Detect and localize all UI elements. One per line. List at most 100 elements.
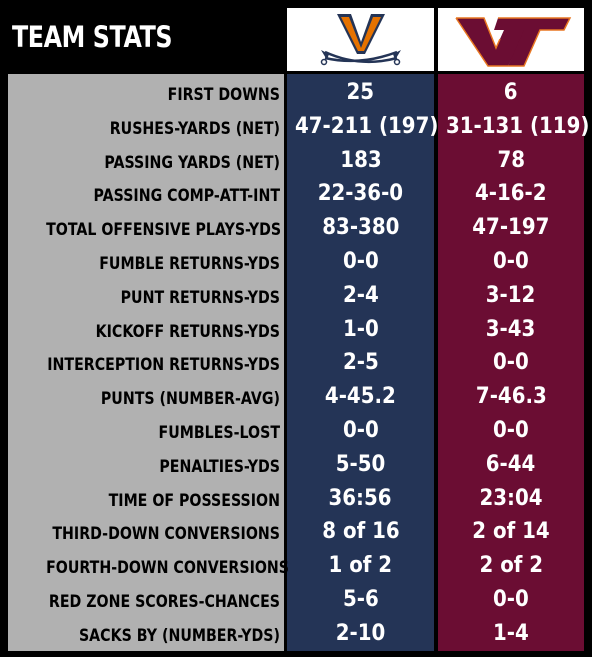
vt-stat-value: 0-0 bbox=[493, 350, 529, 376]
uva-v-sabres-icon bbox=[320, 14, 401, 66]
uva-stat-value-cell: 36:56 bbox=[287, 484, 434, 518]
vt-stat-value: 47-197 bbox=[472, 215, 550, 241]
uva-stat-value-cell: 83-380 bbox=[287, 213, 434, 247]
table-row: SACKS BY (NUMBER-YDS) 2-10 1-4 bbox=[8, 619, 584, 653]
vt-stat-value-cell: 0-0 bbox=[438, 585, 584, 619]
vt-stat-value-cell: 2 of 14 bbox=[438, 517, 584, 551]
page-title: TEAM STATS bbox=[12, 20, 173, 54]
vt-team-logo bbox=[438, 8, 584, 71]
uva-stat-value-cell: 4-45.2 bbox=[287, 382, 434, 416]
table-row: FOURTH-DOWN CONVERSIONS 1 of 2 2 of 2 bbox=[8, 551, 584, 585]
vt-stat-value-cell: 23:04 bbox=[438, 484, 584, 518]
table-row: PASSING YARDS (NET) 183 78 bbox=[8, 146, 584, 180]
vt-stat-value-cell: 47-197 bbox=[438, 213, 584, 247]
vt-stat-value: 31-131 (119) bbox=[445, 113, 590, 139]
vt-stat-value: 6-44 bbox=[486, 451, 536, 477]
uva-stat-value-cell: 22-36-0 bbox=[287, 179, 434, 213]
uva-stat-value: 2-10 bbox=[335, 620, 386, 646]
vt-stat-value-cell: 0-0 bbox=[438, 348, 584, 382]
vt-stat-value: 0-0 bbox=[493, 249, 529, 274]
stat-label: SACKS BY (NUMBER-YDS) bbox=[78, 625, 280, 645]
vt-stat-value-cell: 6-44 bbox=[438, 450, 584, 484]
stat-label-column bbox=[8, 74, 284, 651]
table-row: INTERCEPTION RETURNS-YDS 2-5 0-0 bbox=[8, 348, 584, 382]
table-row: THIRD-DOWN CONVERSIONS 8 of 16 2 of 14 bbox=[8, 517, 584, 551]
vt-stat-value: 0-0 bbox=[493, 587, 529, 612]
uva-team-logo bbox=[287, 8, 434, 71]
vt-stat-value-cell: 0-0 bbox=[438, 416, 584, 450]
vt-stat-value: 0-0 bbox=[493, 418, 529, 443]
uva-stat-value: 25 bbox=[346, 80, 375, 105]
table-row: KICKOFF RETURNS-YDS 1-0 3-43 bbox=[8, 315, 584, 349]
table-row: PASSING COMP-ATT-INT 22-36-0 4-16-2 bbox=[8, 179, 584, 213]
table-row: FUMBLE RETURNS-YDS 0-0 0-0 bbox=[8, 247, 584, 281]
stat-label: FOURTH-DOWN CONVERSIONS bbox=[46, 558, 290, 578]
uva-stat-value: 1 of 2 bbox=[328, 553, 393, 579]
vt-stat-value-cell: 3-12 bbox=[438, 281, 584, 315]
uva-stat-value-cell: 8 of 16 bbox=[287, 517, 434, 551]
uva-stat-value-cell: 183 bbox=[287, 146, 434, 180]
vt-logo-icon bbox=[455, 17, 572, 67]
vt-stat-value-cell: 1-4 bbox=[438, 619, 584, 653]
uva-stat-value-cell: 5-50 bbox=[287, 450, 434, 484]
uva-stat-value-cell: 25 bbox=[287, 78, 434, 112]
uva-stat-value: 0-0 bbox=[342, 418, 379, 443]
stat-label: KICKOFF RETURNS-YDS bbox=[95, 321, 280, 341]
stat-label: PASSING YARDS (NET) bbox=[104, 152, 280, 172]
uva-stat-value-cell: 2-4 bbox=[287, 281, 434, 315]
table-row: PENALTIES-YDS 5-50 6-44 bbox=[8, 450, 584, 484]
table-row: FUMBLES-LOST 0-0 0-0 bbox=[8, 416, 584, 450]
uva-stat-value-cell: 5-6 bbox=[287, 585, 434, 619]
stat-label: FUMBLE RETURNS-YDS bbox=[99, 254, 280, 273]
vt-stat-value-cell: 6 bbox=[438, 78, 584, 112]
uva-stat-value: 183 bbox=[339, 147, 382, 173]
vt-stat-value: 6 bbox=[504, 80, 518, 105]
uva-stat-value: 0-0 bbox=[342, 249, 379, 274]
team-stats-table: FIRST DOWNS 25 6 RUSHES-YARDS (NET) 47-211 (… bbox=[8, 74, 590, 653]
uva-stat-value-cell: 1 of 2 bbox=[287, 551, 434, 585]
stat-label: PUNT RETURNS-YDS bbox=[120, 287, 280, 307]
uva-stat-value-cell: 1-0 bbox=[287, 315, 434, 349]
stat-label: THIRD-DOWN CONVERSIONS bbox=[52, 524, 281, 544]
uva-stat-value: 2-5 bbox=[342, 350, 379, 376]
stat-label: FIRST DOWNS bbox=[167, 85, 280, 104]
stat-label: FUMBLES-LOST bbox=[158, 423, 280, 442]
vt-stat-value-cell: 4-16-2 bbox=[438, 179, 584, 213]
vt-stat-value: 2 of 2 bbox=[479, 553, 543, 579]
uva-stat-value: 83-380 bbox=[321, 215, 400, 241]
vt-stat-value: 4-16-2 bbox=[475, 181, 547, 207]
vt-stat-value: 78 bbox=[497, 147, 525, 173]
uva-stat-value-cell: 47-211 (197) bbox=[287, 112, 438, 146]
uva-stat-value: 5-50 bbox=[335, 451, 386, 477]
stat-label: INTERCEPTION RETURNS-YDS bbox=[47, 355, 280, 375]
table-row: RED ZONE SCORES-CHANCES 5-6 0-0 bbox=[8, 585, 584, 619]
uva-stat-value: 1-0 bbox=[342, 316, 379, 342]
uva-stat-value-cell: 2-10 bbox=[287, 619, 434, 653]
uva-stat-value: 5-6 bbox=[342, 587, 379, 612]
uva-stat-value-cell: 0-0 bbox=[287, 247, 434, 281]
vt-stat-value-cell: 31-131 (119) bbox=[438, 112, 589, 146]
vt-stat-value: 2 of 14 bbox=[472, 519, 550, 545]
vt-stat-value-cell: 2 of 2 bbox=[438, 551, 584, 585]
uva-stat-value: 22-36-0 bbox=[317, 181, 404, 207]
vt-stat-value-cell: 0-0 bbox=[438, 247, 584, 281]
vt-stat-value: 3-43 bbox=[486, 316, 536, 342]
stat-label: RUSHES-YARDS (NET) bbox=[109, 118, 280, 138]
vt-stat-value-cell: 7-46.3 bbox=[438, 382, 584, 416]
stat-label: PENALTIES-YDS bbox=[159, 456, 280, 476]
vt-stat-value: 1-4 bbox=[493, 620, 529, 646]
vt-stat-value: 7-46.3 bbox=[475, 384, 547, 410]
uva-stat-value: 8 of 16 bbox=[321, 519, 400, 545]
table-row: RUSHES-YARDS (NET) 47-211 (197) 31-131 (11… bbox=[8, 112, 590, 146]
vt-stat-value: 23:04 bbox=[479, 485, 543, 511]
table-row: FIRST DOWNS 25 6 bbox=[8, 78, 584, 112]
vt-stat-value-cell: 3-43 bbox=[438, 315, 584, 349]
vt-stat-value: 3-12 bbox=[486, 282, 536, 308]
stat-label: PUNTS (NUMBER-AVG) bbox=[100, 389, 280, 409]
uva-stat-value-cell: 2-5 bbox=[287, 348, 434, 382]
uva-stat-value: 2-4 bbox=[342, 282, 379, 308]
stat-label: TOTAL OFFENSIVE PLAYS-YDS bbox=[46, 220, 282, 240]
vt-stats-column bbox=[438, 74, 584, 651]
uva-stat-value: 36:56 bbox=[328, 485, 393, 511]
table-row: TOTAL OFFENSIVE PLAYS-YDS 83-380 47-197 bbox=[8, 213, 584, 247]
